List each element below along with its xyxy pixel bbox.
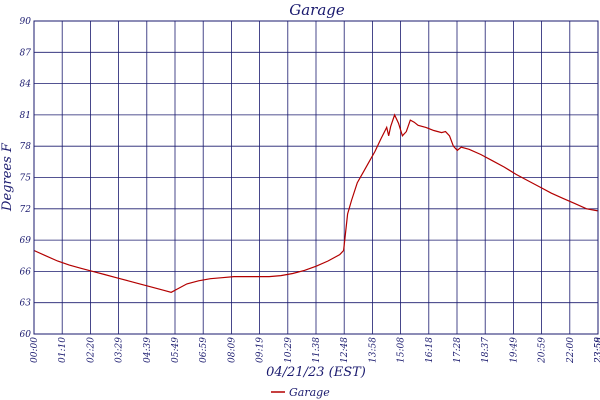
legend-label-garage: Garage [289, 386, 330, 399]
x-tick-label: 19:49 [509, 337, 519, 363]
legend: Garage [271, 386, 330, 399]
y-tick-label: 81 [20, 111, 31, 121]
x-tick-label: 03:29 [115, 337, 125, 363]
x-tick-label: 23:59 [594, 337, 600, 364]
x-tick-label: 04:39 [143, 337, 153, 363]
x-tick-label: 23:58 [594, 337, 600, 364]
chart-title: Garage [289, 1, 345, 19]
y-tick-label: 87 [20, 48, 32, 58]
x-tick-label: 17:28 [453, 337, 463, 363]
y-tick-label: 90 [20, 17, 32, 27]
y-tick-label: 72 [20, 205, 32, 215]
x-tick-label: 09:19 [256, 337, 266, 363]
grid [34, 20, 598, 335]
x-tick-label: 02:20 [86, 337, 96, 363]
y-tick-labels: 60 63 66 69 72 75 78 81 84 87 90 [20, 17, 32, 340]
y-tick-label: 66 [20, 267, 32, 277]
y-tick-label: 84 [20, 80, 32, 90]
x-tick-label: 01:10 [58, 337, 68, 363]
x-tick-label: 06:59 [199, 337, 209, 363]
x-tick-label: 13:58 [368, 337, 378, 363]
y-tick-label: 78 [20, 142, 32, 152]
y-tick-label: 63 [20, 299, 32, 309]
plot-frame [33, 20, 599, 335]
y-axis-label: Degrees F [0, 142, 15, 212]
x-tick-label: 15:08 [397, 337, 407, 363]
x-tick-label: 16:18 [425, 337, 435, 363]
y-tick-label: 60 [20, 330, 32, 340]
x-tick-label: 00:00 [30, 337, 40, 363]
x-tick-labels: 00:00 01:10 02:20 03:29 04:39 05:49 06:59 08:09… [30, 337, 600, 364]
x-tick-label: 08:09 [227, 337, 237, 363]
x-tick-label: 22:00 [566, 337, 576, 364]
x-axis-label: 04/21/23 (EST) [266, 365, 366, 380]
series-line-garage [33, 113, 599, 293]
y-tick-label: 69 [20, 236, 32, 246]
x-tick-label: 10:29 [284, 337, 294, 363]
x-tick-label: 20:59 [538, 337, 548, 364]
x-tick-label: 12:48 [340, 337, 350, 363]
y-tick-label: 75 [20, 174, 32, 184]
x-tick-label: 11:38 [312, 337, 322, 363]
x-tick-label: 05:49 [171, 337, 181, 363]
x-tick-label: 18:37 [481, 337, 491, 363]
